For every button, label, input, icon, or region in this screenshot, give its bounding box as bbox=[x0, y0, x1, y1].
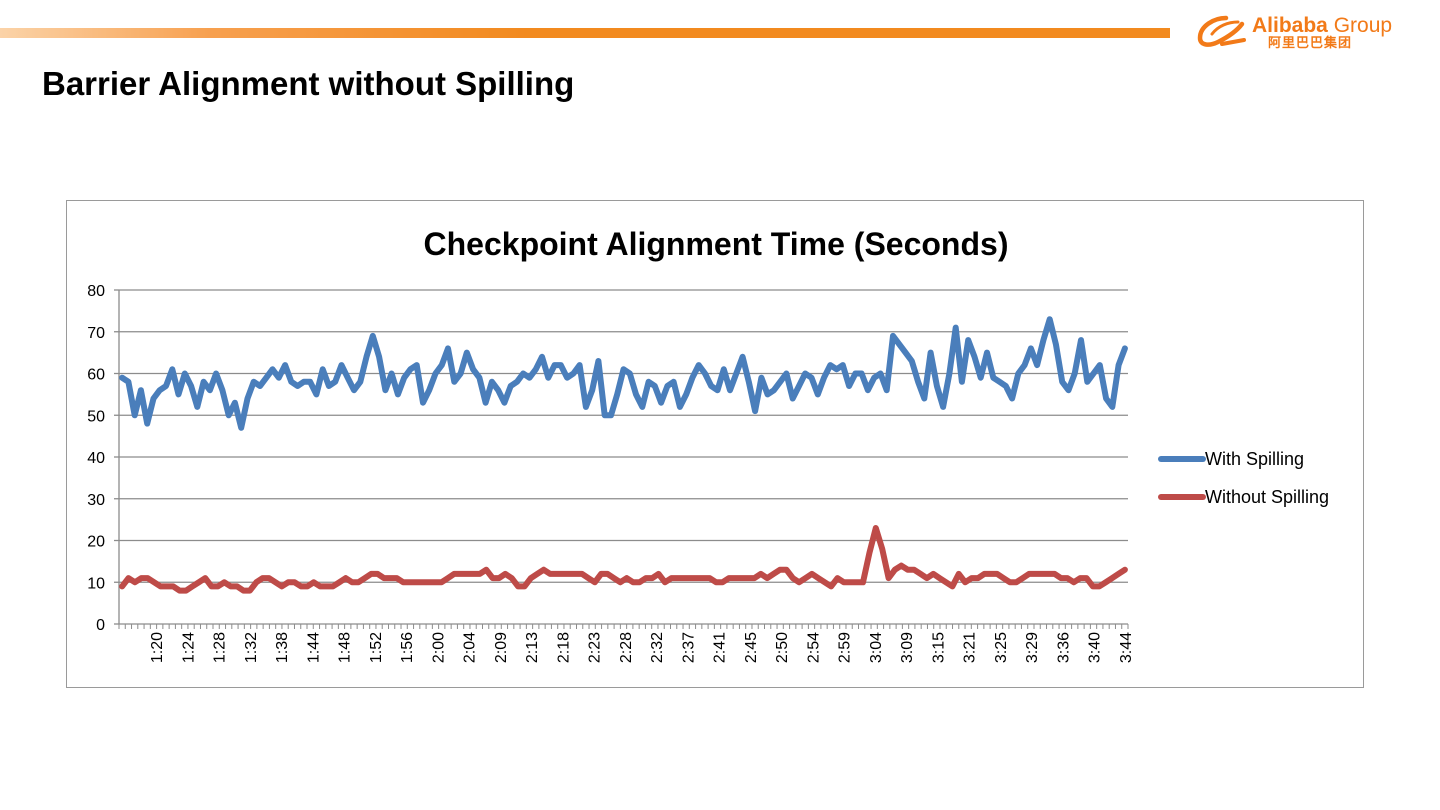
logo-brand-text: Alibaba bbox=[1252, 14, 1328, 37]
x-tick-label: 2:32 bbox=[649, 632, 666, 663]
x-tick-label: 2:13 bbox=[524, 632, 541, 663]
series-line-without-spilling bbox=[119, 525, 1128, 594]
y-tick-label: 40 bbox=[87, 450, 105, 467]
x-tick-label: 1:32 bbox=[243, 632, 260, 663]
axes: 0 10 20 30 40 50 60 70 80 1:20 1:24 1:28 1:32 1:38 1:4… bbox=[87, 283, 1135, 663]
y-tick-label: 60 bbox=[87, 367, 105, 384]
chart-container: Checkpoint Alignment Time (Seconds) 0 10 2… bbox=[66, 200, 1364, 688]
y-tick-label: 80 bbox=[87, 283, 105, 300]
y-tick-label: 10 bbox=[87, 575, 105, 592]
x-tick-label: 2:00 bbox=[430, 632, 447, 663]
alibaba-group-logo: Alibaba Group 阿里巴巴集团 bbox=[1196, 10, 1426, 54]
x-tick-label: 2:45 bbox=[743, 632, 760, 663]
x-tick-label: 1:24 bbox=[180, 632, 197, 663]
x-tick-label: 3:44 bbox=[1118, 632, 1135, 663]
header-accent-bar bbox=[0, 28, 1170, 38]
series-lines bbox=[119, 316, 1128, 594]
x-tick-label: 1:20 bbox=[149, 632, 166, 663]
logo-wordmark: Alibaba Group bbox=[1252, 14, 1392, 38]
legend-label-without-spilling: Without Spilling bbox=[1205, 487, 1329, 507]
y-tick-label: 0 bbox=[96, 617, 105, 634]
series-line-with-spilling bbox=[119, 316, 1128, 431]
x-tick-label: 2:37 bbox=[680, 632, 697, 663]
y-tick-label: 20 bbox=[87, 534, 105, 551]
x-tick-label: 2:59 bbox=[837, 632, 854, 663]
x-tick-label: 2:23 bbox=[587, 632, 604, 663]
logo-chinese-text: 阿里巴巴集团 bbox=[1268, 35, 1353, 50]
y-tick-label: 70 bbox=[87, 325, 105, 342]
x-tick-label: 1:52 bbox=[368, 632, 385, 663]
legend: With Spilling Without Spilling bbox=[1158, 449, 1329, 507]
gridlines bbox=[119, 289, 1128, 583]
x-tick-label: 2:18 bbox=[555, 632, 572, 663]
x-tick-label: 2:28 bbox=[618, 632, 635, 663]
x-tick-label: 3:09 bbox=[899, 632, 916, 663]
x-tick-label: 3:15 bbox=[930, 632, 947, 663]
chart-title: Checkpoint Alignment Time (Seconds) bbox=[424, 226, 1009, 262]
line-chart: Checkpoint Alignment Time (Seconds) 0 10 2… bbox=[87, 226, 1329, 663]
x-tick-label: 2:54 bbox=[805, 632, 822, 663]
page-title: Barrier Alignment without Spilling bbox=[42, 65, 575, 102]
x-tick-label: 1:48 bbox=[337, 632, 354, 663]
alibaba-logo-mark-icon bbox=[1197, 15, 1246, 47]
x-tick-label: 1:56 bbox=[399, 632, 416, 663]
x-tick-label: 3:36 bbox=[1055, 632, 1072, 663]
x-tick-label: 2:09 bbox=[493, 632, 510, 663]
x-tick-label: 3:25 bbox=[993, 632, 1010, 663]
legend-label-with-spilling: With Spilling bbox=[1205, 449, 1304, 469]
x-tick-label: 1:44 bbox=[305, 632, 322, 663]
x-tick-label: 1:28 bbox=[212, 632, 229, 663]
x-tick-label: 1:38 bbox=[274, 632, 291, 663]
x-tick-label: 3:40 bbox=[1087, 632, 1104, 663]
y-tick-label: 30 bbox=[87, 492, 105, 509]
x-tick-label: 3:29 bbox=[1024, 632, 1041, 663]
x-tick-label: 2:04 bbox=[462, 632, 479, 663]
logo-group-text: Group bbox=[1333, 14, 1393, 37]
x-tick-label: 2:41 bbox=[712, 632, 729, 663]
x-tick-label: 3:21 bbox=[962, 632, 979, 663]
x-tick-label: 3:04 bbox=[868, 632, 885, 663]
y-tick-label: 50 bbox=[87, 408, 105, 425]
x-tick-label: 2:50 bbox=[774, 632, 791, 663]
